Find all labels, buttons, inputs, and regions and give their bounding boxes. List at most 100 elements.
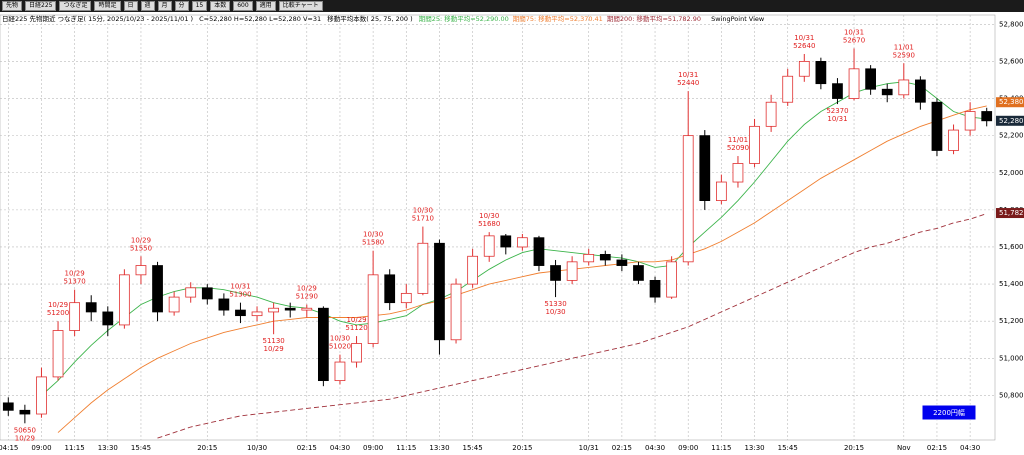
swing-label: 51020 <box>329 343 351 351</box>
price-badge <box>996 208 1024 219</box>
swing-label: 51130 <box>262 337 284 345</box>
candle-body <box>384 274 396 304</box>
swing-label: 52090 <box>727 144 749 152</box>
swing-label: 10/29 <box>297 285 317 293</box>
toolbar-item[interactable]: 時間足 <box>94 1 121 11</box>
legend-entry: 期間75: 移動平均=52,370.41 <box>512 15 603 23</box>
swing-label: 10/29 <box>15 434 35 442</box>
x-tick-label: 15:45 <box>778 444 798 452</box>
candle-body <box>400 292 412 304</box>
x-tick-label: 04:30 <box>330 444 350 452</box>
y-tick-label: 50,800 <box>999 391 1024 399</box>
candle-body <box>616 259 628 266</box>
candle-body <box>417 242 429 294</box>
toolbar: 先物 日経225 つなぎ足 時間足日週月分 15 本数 600 適用 比較チャート <box>0 0 1024 12</box>
swing-label: 10/31 <box>844 28 864 36</box>
candle-body <box>367 274 379 344</box>
swing-label: 51680 <box>478 220 500 228</box>
x-tick-label: 10/31 <box>579 444 599 452</box>
candle-body <box>633 265 644 281</box>
toolbar-item[interactable]: 600 <box>233 1 253 11</box>
swing-label: 52440 <box>677 79 699 87</box>
header-info: C=52,280 H=52,280 L=52,280 V=31 <box>199 15 322 23</box>
swing-label: 51290 <box>296 293 318 301</box>
chart-header: 日経225 先物期近 つなぎ足( 15分, 2025/10/23 - 2025/… <box>2 13 768 23</box>
candle-body <box>550 265 561 281</box>
x-tick-label: 13:30 <box>744 444 764 452</box>
toolbar-item[interactable]: 本数 <box>210 1 231 11</box>
swing-label: 51370 <box>63 278 85 286</box>
candle-body <box>268 307 279 313</box>
candle-body <box>317 307 329 382</box>
x-tick-label: 02:15 <box>297 444 317 452</box>
toolbar-item[interactable]: 15 <box>191 1 208 11</box>
price-badge <box>996 115 1024 126</box>
swing-label: 10/29 <box>48 301 68 309</box>
swing-label: 50650 <box>14 426 36 434</box>
candle-body <box>749 125 760 164</box>
toolbar-item[interactable]: 適用 <box>255 1 276 11</box>
candle-body <box>981 111 993 122</box>
candle-body <box>69 302 81 331</box>
toolbar-item[interactable]: 先物 <box>2 1 23 11</box>
swing-label: 10/31 <box>794 34 814 42</box>
toolbar-item[interactable]: 日経225 <box>25 1 57 11</box>
y-tick-label: 51,000 <box>999 354 1024 362</box>
candle-body <box>517 237 528 248</box>
x-tick-label: 04:30 <box>645 444 665 452</box>
y-tick-label: 52,600 <box>999 57 1024 65</box>
range-note: 2200円幅 <box>933 408 965 417</box>
header-view: SwingPoint View <box>711 15 765 23</box>
candle-body <box>251 311 263 317</box>
swing-label: 10/29 <box>65 270 85 278</box>
swing-label: 10/29 <box>346 316 366 324</box>
plot-area <box>0 14 996 441</box>
price-badge <box>996 97 1024 108</box>
x-tick-label: 20:15 <box>197 444 217 452</box>
swing-label: 10/31 <box>230 283 250 291</box>
x-tick-label: 20:15 <box>512 444 532 452</box>
x-tick-label: 11:15 <box>396 444 416 452</box>
swing-label: 51200 <box>47 309 69 317</box>
candle-body <box>881 88 893 96</box>
candle-body <box>185 287 197 298</box>
candle-body <box>964 111 976 131</box>
candle-body <box>483 235 495 257</box>
candle-body <box>2 402 14 411</box>
candle-body <box>434 242 445 341</box>
swing-label: 51580 <box>362 239 384 247</box>
x-tick-label: 15:45 <box>463 444 483 452</box>
candle-body <box>450 283 462 341</box>
x-tick-label: 11:15 <box>65 444 85 452</box>
candle-body <box>699 135 711 201</box>
candle-body <box>235 309 246 317</box>
y-tick-label: 51,400 <box>999 280 1024 288</box>
candle-body <box>500 235 512 248</box>
swing-label: 51300 <box>229 291 251 299</box>
candle-body <box>102 311 114 326</box>
swing-label: 10/31 <box>678 71 698 79</box>
candle-body <box>201 287 213 300</box>
candle-body <box>218 298 230 311</box>
swing-label: 10/29 <box>264 345 284 353</box>
candle-body <box>168 296 180 313</box>
legend-entry: 期間25: 移動平均=52,290.00 <box>418 15 509 23</box>
candle-body <box>848 68 860 99</box>
toolbar-item[interactable]: 比較チャート <box>278 1 323 11</box>
toolbar-item[interactable]: つなぎ足 <box>59 1 92 11</box>
swing-label: 10/30 <box>330 335 350 343</box>
x-tick-label: 15:45 <box>131 444 151 452</box>
toolbar-item[interactable]: 週 <box>140 1 155 11</box>
swing-label: 11/01 <box>894 43 914 51</box>
price-badge-label: 52,280 <box>999 117 1024 125</box>
candle-body <box>915 79 926 103</box>
candle-body <box>284 307 296 311</box>
x-tick-label: 20:15 <box>844 444 864 452</box>
swing-label: 52590 <box>893 51 915 59</box>
toolbar-item[interactable]: 月 <box>157 1 172 11</box>
toolbar-item[interactable]: 分 <box>174 1 189 11</box>
toolbar-item[interactable]: 日 <box>123 1 138 11</box>
range-note-box <box>921 404 977 421</box>
